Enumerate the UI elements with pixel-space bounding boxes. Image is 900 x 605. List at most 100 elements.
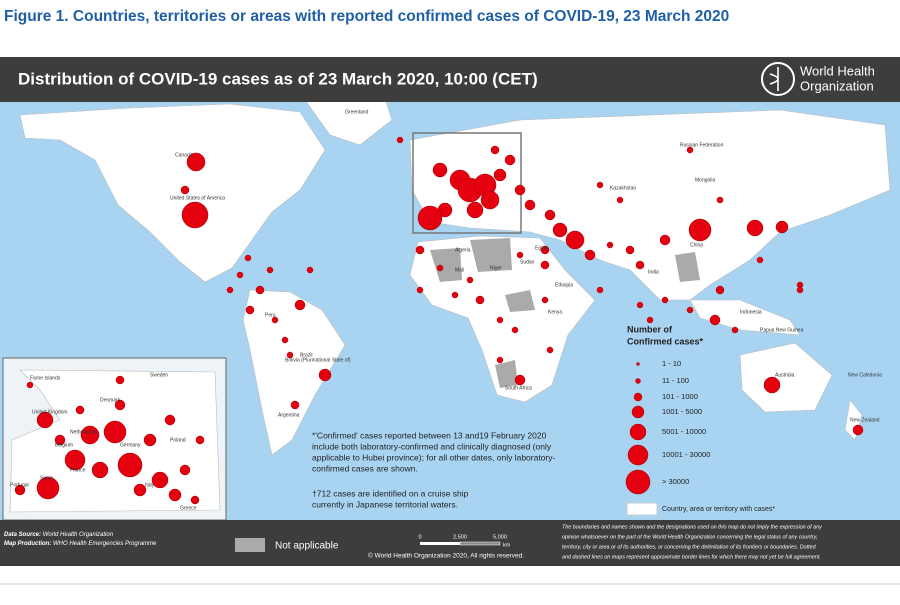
inset-label: Italy [145,482,155,488]
production: WHO Health Emergencies Programme [53,541,157,547]
footer-text: Data Source: World Health Organization [4,532,114,538]
inset-label: Denmark [100,397,121,403]
case-bubble [715,285,725,295]
map-label: Algeria [455,247,471,253]
case-bubble [565,230,585,250]
case-bubble [80,425,100,445]
source-label: Data Source: [4,532,41,538]
case-bubble [546,346,554,354]
legend: 1 - 10 11 - 100 101 - 1000 1001 - 5000 5001 … [625,359,710,495]
case-bubble [143,433,157,447]
case-bubble [490,145,500,155]
map-label: New Caledonia [848,372,882,378]
legend-symbol [636,362,640,366]
case-bubble [180,185,190,195]
case-bubble [115,375,125,385]
europe-box [412,132,522,234]
banner-title: Distribution of COVID-19 cases as of 23 … [18,69,538,88]
case-bubble [659,234,671,246]
case-bubble [181,201,209,229]
map-labels: Greenland Canada United States of America R… [10,109,882,511]
map-label: New Zealand [850,417,880,423]
case-bubble [14,484,26,496]
case-bubble [716,196,724,204]
case-bubble [606,241,614,249]
case-bubble [635,260,645,270]
case-bubble [290,400,300,410]
case-bubble [416,286,424,294]
legend-symbol [625,469,651,495]
legend-symbol [635,378,641,384]
org-name: Organization [800,78,874,93]
legend-label: 101 - 1000 [662,392,698,401]
case-bubble [475,295,485,305]
case-bubble [286,351,294,359]
case-bubble [763,376,781,394]
note-line: confirmed cases are shown. [312,463,418,473]
inset-label: Netherlands [70,429,97,435]
case-bubble [496,316,504,324]
case-bubble [266,266,274,274]
legend-area: Country, area or territory with cases* [662,506,775,513]
case-bubble [133,483,147,497]
case-bubble [756,256,764,264]
case-bubble [226,286,234,294]
not-applicable-swatch [235,538,265,552]
case-bubble [306,266,314,274]
inset-label: United Kingdom [32,409,68,415]
map-label: Argentina [278,412,300,418]
map-label: Kenya [548,309,562,315]
map-label: Bolivia (Plurinational State of) [285,357,351,363]
case-bubble [493,168,507,182]
legend-label: > 30000 [662,477,689,486]
inset-label: Germany [120,442,141,448]
case-bubble [596,286,604,294]
case-bubble [396,136,404,144]
case-bubble [796,286,804,294]
case-bubble [544,209,556,221]
map-label: Niger [490,265,502,271]
case-bubble [294,299,306,311]
scale-bar [459,541,501,546]
case-bubble [852,424,864,436]
case-bubble [686,306,694,314]
case-bubble [281,336,289,344]
map-label: Sudan [520,259,535,265]
banner [0,57,900,102]
case-bubble [625,245,635,255]
map-label: Brazil [300,352,313,358]
note-line: include both laboratory-confirmed and cl… [312,441,552,451]
case-bubble [255,285,265,295]
case-bubble [164,414,176,426]
case-bubble [540,245,550,255]
case-bubble [516,251,524,259]
disclaimer-line: territory, city or area or of its author… [562,544,817,550]
legend-symbol [633,392,643,402]
map-label: Mali [455,267,464,273]
disclaimer-line: opinion whatsoever on the part of the Wo… [562,534,818,540]
case-bubble [466,276,474,284]
case-bubble [91,461,109,479]
legend-area-swatch [626,502,658,516]
map-label: Russian Federation [680,142,724,148]
case-bubble [616,196,624,204]
case-bubble [584,249,596,261]
case-bubble [541,296,549,304]
legend-label: 5001 - 10000 [662,427,706,436]
map-label: Papua New Guinea [760,327,804,333]
map-label: Canada [175,152,193,158]
legend-symbol [627,444,649,466]
case-bubble [75,405,85,415]
case-bubble [504,154,516,166]
bubbles [14,136,864,505]
case-bubble [436,264,444,272]
case-bubble [661,296,669,304]
map-label: United States of America [170,195,225,201]
case-bubble [466,201,484,219]
map-label: Egypt [535,245,548,251]
case-bubble [36,476,60,500]
case-bubble [245,305,255,315]
legend-symbol [631,405,645,419]
inset-label: Greece [180,505,197,511]
